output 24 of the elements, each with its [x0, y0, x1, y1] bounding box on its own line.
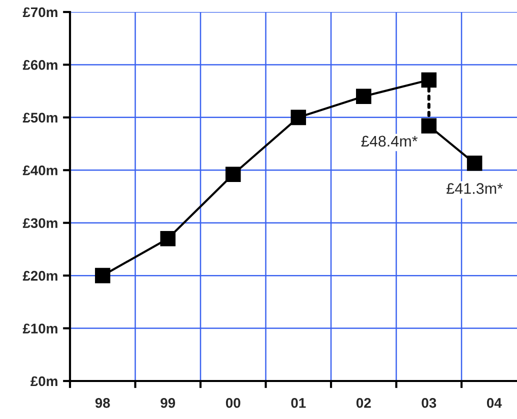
y-tick-label: £60m: [22, 60, 58, 70]
x-tick-label: 01: [291, 398, 306, 408]
y-tick-label: £30m: [22, 218, 58, 228]
x-tick-label: 00: [226, 398, 240, 408]
y-tick-label: £20m: [22, 270, 58, 281]
x-tick-label: 03: [422, 398, 436, 408]
y-tick-label: £0m: [30, 376, 58, 386]
data-label: £41.3m*: [446, 183, 503, 194]
y-tick-label: £40m: [22, 165, 58, 176]
point: [226, 166, 241, 182]
point: [290, 110, 306, 126]
y-tick-label: £50m: [22, 112, 58, 123]
y-tick-label: £10m: [22, 324, 58, 334]
point: [94, 268, 110, 284]
point: [356, 88, 372, 104]
data-label: £48.4m*: [361, 136, 418, 147]
x-tick-label: 99: [160, 398, 176, 408]
point: [421, 118, 437, 134]
point: [160, 231, 176, 246]
y-tick-label: £70m: [22, 7, 58, 18]
x-tick-label: 04: [486, 398, 502, 408]
x-tick-label: 98: [95, 398, 110, 408]
x-tick-label: 02: [356, 398, 371, 408]
point: [466, 156, 482, 171]
